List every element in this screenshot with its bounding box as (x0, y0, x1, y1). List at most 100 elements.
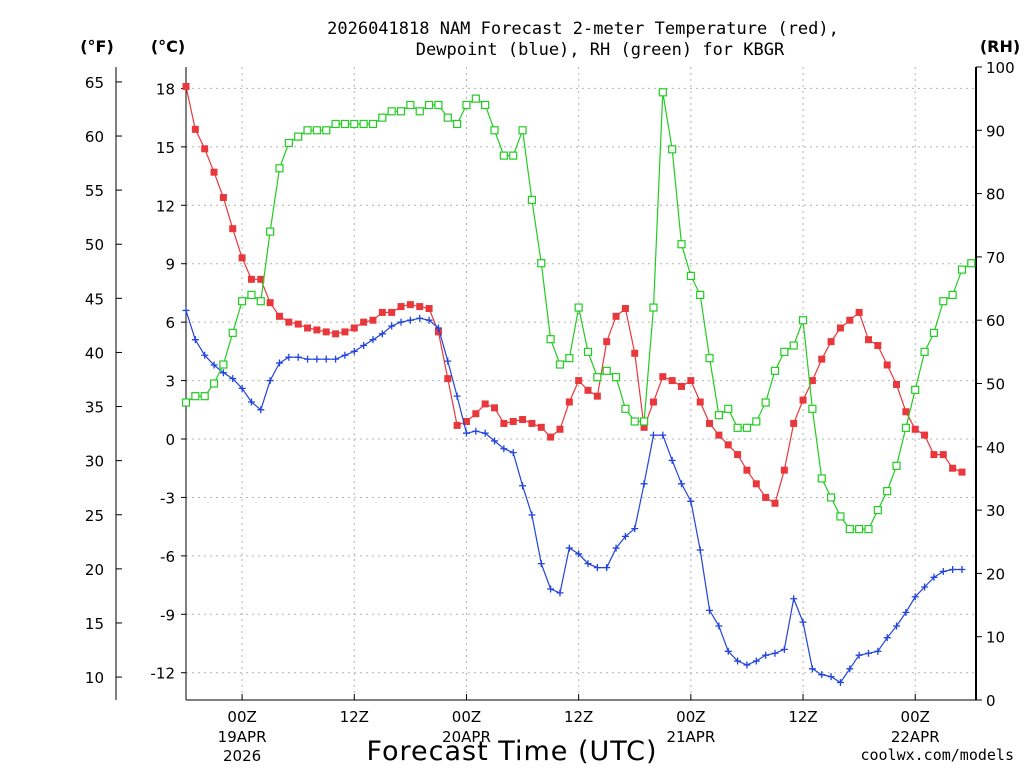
temperature-point (528, 419, 536, 427)
x-axis-title: Forecast Time (UTC) (366, 736, 657, 767)
fahrenheit-tick-label: 35 (85, 399, 104, 417)
temperature-point (275, 312, 283, 320)
temperature-point (425, 305, 433, 313)
temperature-point (715, 431, 723, 439)
dewpoint-point (734, 657, 742, 665)
dewpoint-point (649, 431, 657, 439)
celsius-tick-label: 18 (156, 80, 175, 98)
temperature-point (631, 349, 639, 357)
dewpoint-point (462, 429, 470, 437)
rh-point (256, 297, 265, 306)
rh-point (555, 360, 565, 369)
dewpoint-point (210, 361, 218, 369)
rh-point (770, 366, 780, 375)
credit-link[interactable]: coolwx.com/models (860, 746, 1014, 764)
dewpoint-point (266, 377, 274, 385)
x-tick-date-label: 21APR (666, 728, 715, 746)
temperature-point (893, 380, 901, 388)
rh-point (705, 354, 714, 363)
dewpoint-point (575, 550, 583, 558)
temperature-point (500, 419, 508, 427)
dewpoint-point (603, 564, 611, 572)
x-tick-date-label: 19APR (218, 728, 267, 746)
dewpoint-point (883, 634, 891, 642)
rh-tick-label: 90 (986, 122, 1005, 140)
temperature-point (556, 425, 564, 433)
rh-point (780, 347, 789, 356)
temperature-point (958, 468, 966, 476)
rh-point (181, 398, 191, 407)
celsius-tick-label: 9 (165, 256, 175, 274)
temperature-point (921, 431, 929, 439)
temperature-point (350, 324, 358, 332)
x-tick-label: 12Z (788, 708, 817, 726)
temperature-point (313, 326, 321, 334)
rh-point (789, 341, 798, 350)
rh-point (340, 119, 350, 129)
dewpoint-point (939, 567, 947, 575)
celsius-tick-label: -12 (151, 665, 176, 683)
temperature-point (836, 324, 844, 332)
dewpoint-point (846, 665, 854, 673)
rh-point (948, 290, 957, 299)
rh-point (228, 328, 237, 337)
dewpoint-point (500, 445, 508, 453)
dewpoint-point (706, 606, 714, 614)
temperature-point (378, 308, 386, 316)
rh-point (565, 354, 574, 363)
temperature-point (930, 451, 938, 459)
temperature-point (846, 316, 854, 324)
rh-point (518, 126, 527, 135)
dewpoint-point (902, 608, 910, 616)
rh-point (602, 366, 611, 375)
x-tick-year-label: 2026 (223, 747, 261, 765)
fahrenheit-tick-label: 45 (85, 290, 104, 308)
dewpoint-point (930, 573, 938, 581)
temperature-point (182, 82, 190, 90)
temperature-point (584, 386, 592, 394)
dewpoint-point (836, 678, 844, 686)
rh-point (219, 360, 228, 369)
temperature-point (659, 373, 667, 381)
dewpoint-point (743, 661, 751, 669)
temperature-point (668, 377, 676, 385)
rh-point (621, 404, 630, 413)
temperature-point (444, 375, 452, 383)
rh-point (855, 524, 864, 534)
temperature-line (185, 86, 963, 505)
rh-tick-label: 80 (986, 186, 1005, 204)
temperature-point (790, 419, 798, 427)
rh-point (471, 94, 480, 103)
rh-unit-label: (RH) (980, 37, 1020, 56)
rh-point (359, 119, 368, 129)
rh-tick-label: 60 (986, 312, 1005, 330)
rh-point (583, 347, 593, 356)
temperature-point (706, 419, 714, 427)
dewpoint-point (313, 355, 321, 363)
temperature-point (593, 392, 601, 400)
dewpoint-point (621, 532, 629, 540)
chart-title-line-2: Dewpoint (blue), RH (green) for KBGR (416, 40, 785, 60)
rh-point (920, 347, 929, 356)
temperature-point (762, 493, 770, 501)
rh-point (826, 493, 836, 502)
dewpoint-point (406, 316, 414, 324)
dewpoint-point (678, 480, 686, 488)
temperature-point (799, 396, 807, 404)
dewpoint-point (247, 398, 255, 406)
dewpoint-point (640, 480, 648, 488)
dewpoint-point (855, 651, 863, 659)
rh-point (668, 145, 677, 154)
rh-point (415, 107, 424, 116)
tick-labels: 6560555045403530252015101815129630-3-6-9… (85, 59, 1015, 765)
rh-point (284, 138, 293, 148)
rh-point (714, 411, 723, 420)
temperature-point (229, 225, 237, 233)
dewpoint-point (519, 482, 527, 490)
rh-point (368, 119, 378, 129)
dewpoint-point (584, 560, 592, 568)
fahrenheit-tick-label: 20 (85, 561, 104, 579)
rh-point (275, 164, 284, 173)
rh-point (481, 100, 490, 110)
